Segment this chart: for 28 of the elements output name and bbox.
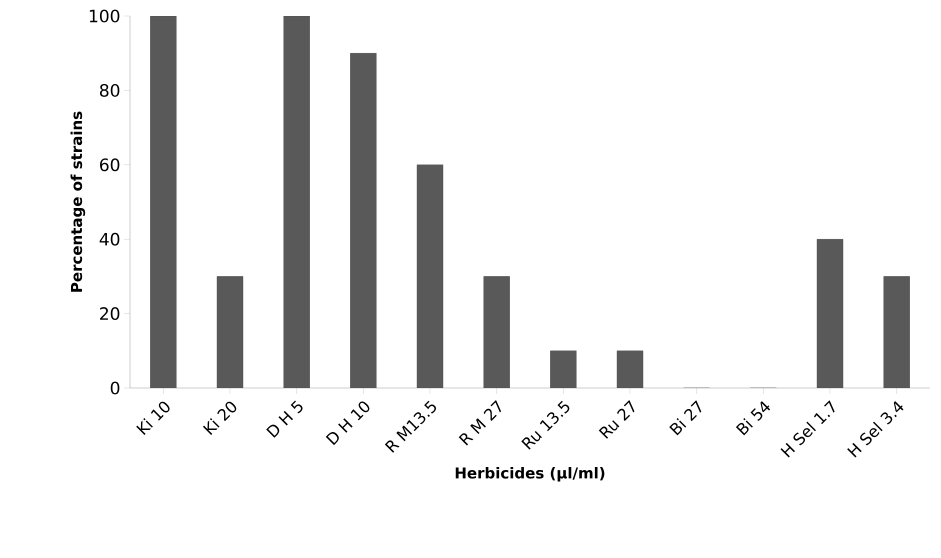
x-tick-label: Ki 10 <box>136 402 170 436</box>
bar <box>816 239 844 388</box>
bar <box>616 350 644 388</box>
x-tick-label: H Sel 1.7 <box>780 400 835 458</box>
x-axis-title: Herbicides (µl/ml) <box>456 466 604 482</box>
bar <box>150 16 177 388</box>
y-axis-title: Percentage of strains <box>70 112 86 292</box>
bar <box>216 276 244 388</box>
x-tick-label: Bi 54 <box>736 401 770 436</box>
x-tick-label: H Sel 3.4 <box>847 401 904 458</box>
x-tick-label: D H 10 <box>326 402 370 446</box>
x-tick-label: D H 5 <box>266 400 303 438</box>
x-tick-label: R M 27 <box>458 400 502 446</box>
bar <box>416 164 444 388</box>
y-tick-label: 0 <box>110 382 120 394</box>
bar <box>283 16 310 388</box>
y-tick-label: 80 <box>100 84 120 97</box>
x-tick-label: Ru 27 <box>598 400 634 439</box>
y-tick-label: 40 <box>100 232 120 246</box>
x-tick-label: Ki 20 <box>202 402 236 436</box>
bar <box>350 53 377 388</box>
bar <box>483 276 510 388</box>
y-tick-label: 20 <box>100 307 120 320</box>
bar <box>550 350 577 388</box>
y-tick-label: 100 <box>90 10 120 22</box>
bar <box>883 276 910 388</box>
x-tick-label: Bi 27 <box>669 400 702 436</box>
y-tick-label: 60 <box>100 158 120 172</box>
